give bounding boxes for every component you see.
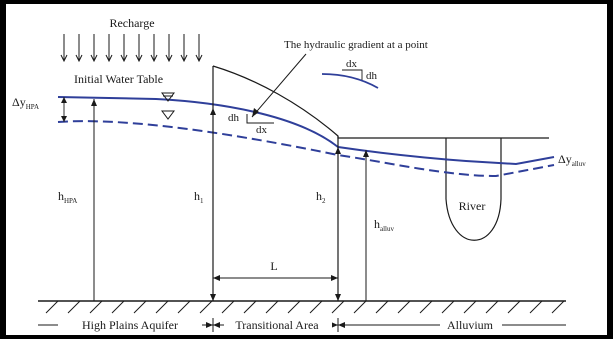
bedrock-hatch-line	[67, 300, 81, 314]
bedrock-hatch-line	[507, 300, 521, 314]
bedrock-hatch-line	[287, 300, 301, 314]
bedrock-hatch-line	[45, 300, 59, 314]
gradient-triangle	[246, 114, 274, 124]
recharge-arrowhead	[195, 54, 203, 63]
recharge-label: Recharge	[109, 16, 154, 30]
bedrock-hatch-line	[529, 300, 543, 314]
recharge-arrowhead	[75, 54, 83, 63]
bedrock-hatch-line	[441, 300, 455, 314]
bedrock-hatch-line	[485, 300, 499, 314]
inset-dx-label: dx	[346, 58, 358, 70]
water-table-marker-icon	[161, 92, 175, 102]
bedrock-hatch-line	[133, 300, 147, 314]
delta-y-hpa-label: ΔyHPA	[12, 95, 39, 111]
h-alluv-arrowhead	[363, 150, 369, 157]
recharge-arrowhead	[120, 54, 128, 63]
h-hpa-label: hHPA	[58, 189, 77, 205]
bedrock-hatching	[45, 300, 565, 314]
recharge-arrowhead	[60, 54, 68, 63]
hydraulic-gradient-pointer	[251, 53, 307, 118]
inset-dh-label: dh	[366, 70, 378, 82]
recharge-arrows	[60, 34, 203, 63]
h-hpa-arrowhead	[91, 99, 97, 106]
recharge-arrowhead	[150, 54, 158, 63]
recharge-arrowhead	[105, 54, 113, 63]
river-label: River	[459, 199, 486, 213]
zone-label-bg	[224, 316, 332, 332]
recharge-arrowhead	[90, 54, 98, 63]
zone-alluvium: Alluvium	[447, 318, 494, 332]
gradient-dh-label: dh	[228, 112, 240, 124]
length-label: L	[270, 259, 277, 273]
bedrock-hatch-line	[353, 300, 367, 314]
bedrock-hatch-line	[111, 300, 125, 314]
recharge-arrowhead	[180, 54, 188, 63]
recharge-arrowhead	[135, 54, 143, 63]
bedrock-hatch-line	[463, 300, 477, 314]
water-table-marker-icon	[161, 110, 175, 120]
recharge-arrowhead	[165, 54, 173, 63]
bedrock-hatch-line	[375, 300, 389, 314]
zone-label-bg	[58, 316, 202, 332]
declined-water-table-line	[57, 120, 555, 178]
bedrock-hatch-line	[265, 300, 279, 314]
river-channel	[445, 138, 502, 241]
bedrock-hatch-line	[221, 300, 235, 314]
delta-y-hpa-arrowheads	[61, 97, 67, 122]
zone-high-plains-aquifer: High Plains Aquifer	[82, 318, 178, 332]
bedrock-hatch-line	[551, 300, 565, 314]
bedrock-hatch-line	[331, 300, 345, 314]
h1-label: h1	[194, 189, 204, 205]
h2-label: h2	[316, 189, 326, 205]
inset-gradient-triangle	[342, 69, 363, 80]
bedrock-hatch-line	[177, 300, 191, 314]
bedrock-hatch-line	[199, 300, 213, 314]
hydraulic-gradient-label: The hydraulic gradient at a point	[284, 39, 428, 51]
bedrock-hatch-line	[89, 300, 103, 314]
initial-water-table-line	[57, 96, 555, 166]
zone-label-bg	[440, 316, 502, 332]
zone-transitional-area: Transitional Area	[235, 318, 319, 332]
bedrock-hatch-line	[243, 300, 257, 314]
bedrock-hatch-line	[155, 300, 169, 314]
delta-y-alluv-label: Δyalluv	[558, 152, 586, 168]
groundwater-cross-section: Recharge River Initial Water Table ΔyHPA…	[6, 4, 607, 335]
bedrock-hatch-line	[419, 300, 433, 314]
hydraulic-gradient-pointer-arrowhead	[252, 108, 259, 117]
gradient-dx-label: dx	[256, 124, 268, 136]
bedrock-hatch-line	[397, 300, 411, 314]
bedrock-hatch-line	[309, 300, 323, 314]
h-alluv-label: halluv	[374, 217, 394, 233]
inset-gradient-curve	[321, 73, 379, 89]
initial-water-table-label: Initial Water Table	[74, 72, 163, 86]
ground-surface	[212, 65, 549, 139]
